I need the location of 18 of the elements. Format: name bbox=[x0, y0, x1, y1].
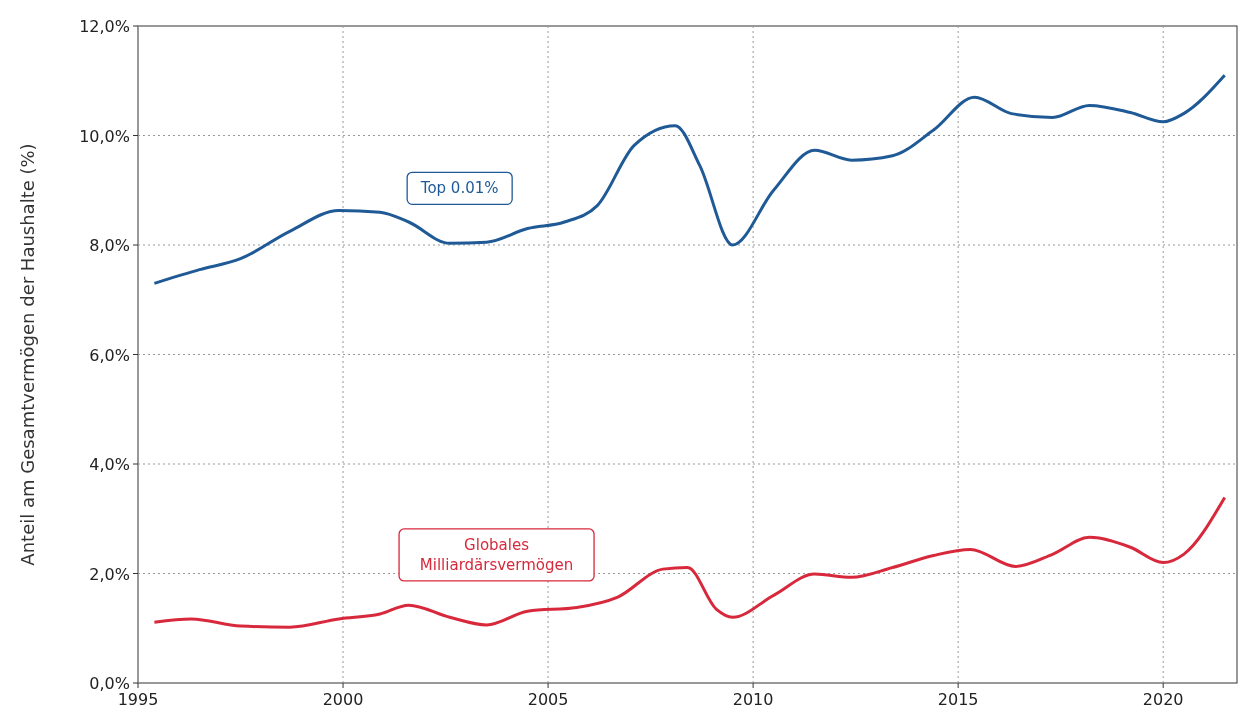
text: Globales Milliardärsvermögen bbox=[419, 535, 574, 574]
y-tick-label: 4,0% bbox=[89, 455, 130, 474]
y-tick-label: 0,0% bbox=[89, 674, 130, 693]
line-series bbox=[152, 73, 1227, 285]
series-label: Top 0.01% bbox=[419, 179, 499, 198]
x-tick-label: 2005 bbox=[527, 690, 569, 709]
x-tick-label: 2010 bbox=[732, 690, 774, 709]
y-tick-label: 2,0% bbox=[89, 564, 130, 584]
y-tick-label: 8,0% bbox=[89, 236, 130, 255]
x-tick-label: 2015 bbox=[937, 690, 979, 709]
line-series bbox=[152, 495, 1227, 629]
y-tick-label: 10,0% bbox=[79, 126, 130, 146]
y-axis-title: Anteil am Gesamtvermögen der Haushalte (%) bbox=[17, 143, 38, 566]
y-tick-label: 12,0% bbox=[79, 17, 130, 36]
y-tick-label: 6,0% bbox=[89, 345, 130, 365]
x-tick-label: 1995 bbox=[117, 690, 159, 709]
x-tick-label: 2020 bbox=[1142, 690, 1184, 709]
x-tick-label: 2000 bbox=[322, 690, 364, 709]
